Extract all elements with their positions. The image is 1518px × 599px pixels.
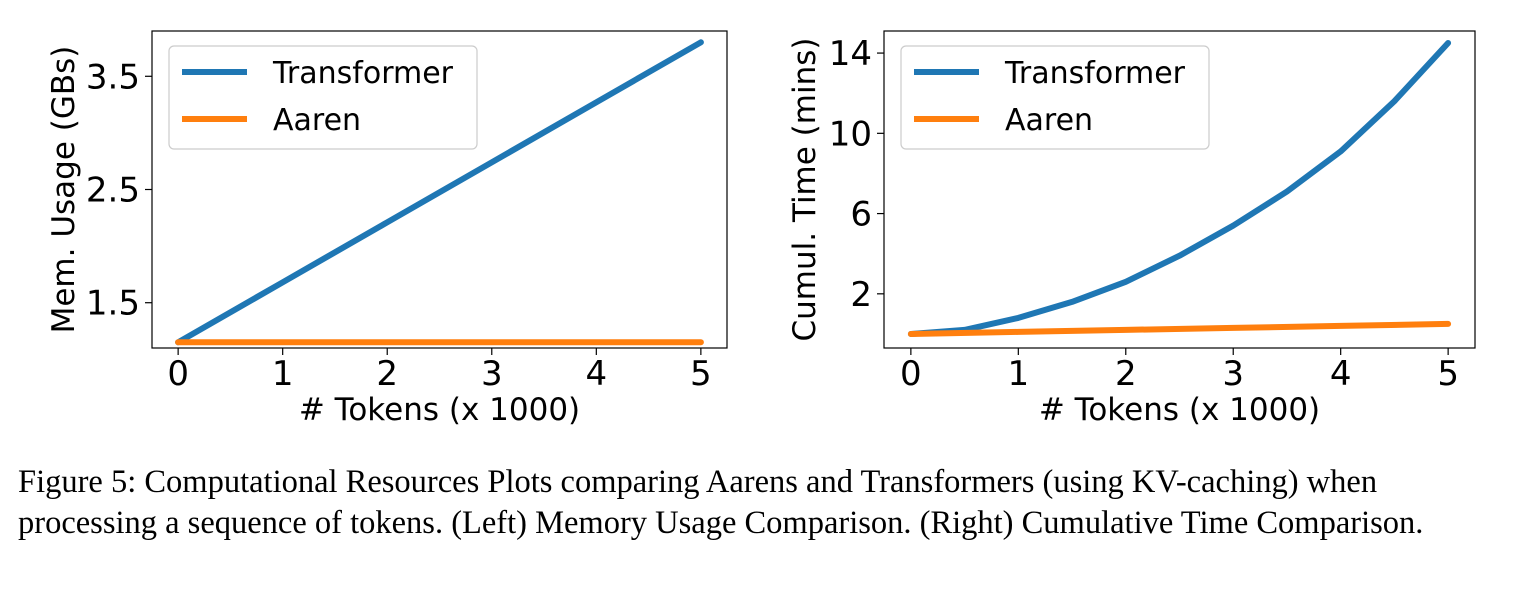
- right-y-axis-label: Cumul. Time (mins): [787, 38, 823, 342]
- left-x-tick-label: 3: [481, 354, 503, 394]
- left-x-tick-label: 2: [376, 354, 398, 394]
- right-x-tick-label: 3: [1222, 354, 1244, 394]
- right-x-axis-label: # Tokens (x 1000): [1039, 392, 1320, 428]
- right-legend: Transformer Aaren: [900, 45, 1210, 150]
- left-x-tick-label: 4: [585, 354, 607, 394]
- left-y-axis-label: Mem. Usage (GBs): [46, 46, 82, 334]
- left-y-tick-label: 1.5: [86, 284, 140, 324]
- right-legend-label-aaren: Aaren: [1005, 103, 1093, 138]
- left-x-axis-label: # Tokens (x 1000): [299, 392, 580, 428]
- left-legend-label-transformer: Transformer: [272, 56, 454, 91]
- right-x-tick-label: 2: [1115, 354, 1137, 394]
- left-x-tick-label: 5: [690, 354, 712, 394]
- right-y-tick-label: 2: [850, 275, 872, 315]
- left-y-tick-label: 3.5: [86, 57, 140, 97]
- left-legend: Transformer Aaren: [168, 45, 478, 150]
- right-x-tick-label: 1: [1007, 354, 1029, 394]
- left-legend-label-aaren: Aaren: [273, 103, 361, 138]
- right-plot-frame: [883, 30, 1476, 349]
- right-legend-label-transformer: Transformer: [1004, 56, 1186, 91]
- right-x-tick-label: 4: [1330, 354, 1352, 394]
- right-chart: 0 1 2 3 4 5 2 6 10 14 # Tokens (x 1000) Cumul. Time…: [787, 30, 1476, 428]
- left-series-line-transformer: [175, 39, 704, 346]
- right-y-tick-label: 6: [850, 195, 872, 235]
- right-y-tick-label: 10: [829, 114, 872, 154]
- figure-caption: Figure 5: Computational Resources Plots …: [18, 464, 1424, 541]
- right-x-tick-label: 5: [1437, 354, 1459, 394]
- left-x-tick-label: 1: [272, 354, 294, 394]
- right-series-line-aaren: [907, 320, 1452, 337]
- right-y-tick-label: 14: [829, 34, 872, 74]
- left-y-tick-label: 2.5: [86, 171, 140, 211]
- left-chart: 0 1 2 3 4 5 1.5 2.5 3.5 # Tokens (x 1000) Mem. Usa…: [46, 30, 728, 428]
- right-x-tick-label: 0: [900, 354, 922, 394]
- right-series-line-transformer: [907, 40, 1452, 337]
- left-x-tick-label: 0: [167, 354, 189, 394]
